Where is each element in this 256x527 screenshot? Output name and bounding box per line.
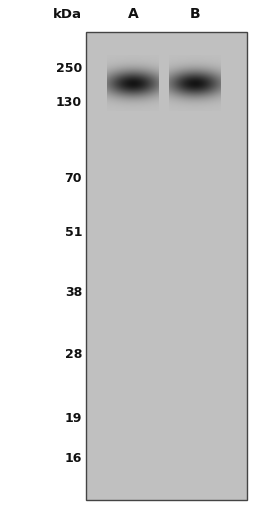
Text: kDa: kDa <box>53 7 82 21</box>
Text: 130: 130 <box>56 95 82 109</box>
Text: B: B <box>190 7 200 21</box>
Text: 70: 70 <box>65 171 82 184</box>
Text: 19: 19 <box>65 412 82 425</box>
Text: 51: 51 <box>65 227 82 239</box>
Text: 28: 28 <box>65 348 82 362</box>
Text: 250: 250 <box>56 62 82 74</box>
Text: 16: 16 <box>65 452 82 464</box>
Text: A: A <box>128 7 138 21</box>
Text: 38: 38 <box>65 287 82 299</box>
Bar <box>86 32 247 500</box>
